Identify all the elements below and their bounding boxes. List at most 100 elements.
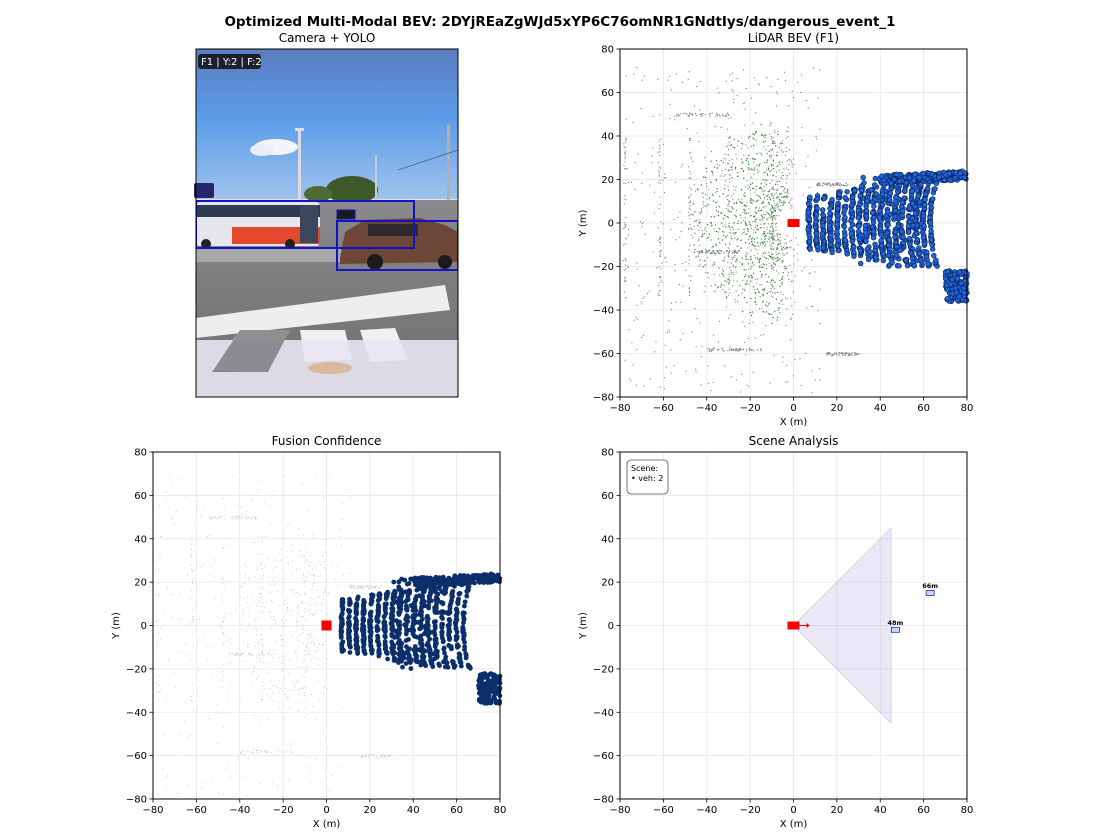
lidar-point-near xyxy=(849,202,855,208)
lidar-point-far xyxy=(660,138,662,140)
lidar-point-far xyxy=(763,190,765,192)
lidar-point-ground xyxy=(724,280,726,282)
lidar-point-far xyxy=(664,257,666,259)
fusion-point-far xyxy=(230,643,232,645)
fusion-point-far xyxy=(374,587,376,589)
lidar-point-far xyxy=(744,284,746,286)
lidar-point-far xyxy=(660,221,662,223)
lidar-point-far xyxy=(652,147,654,149)
lidar-point-far xyxy=(771,235,773,237)
lidar-point-ground xyxy=(756,257,759,259)
lidar-point-ground xyxy=(768,196,771,198)
lidar-point-far xyxy=(703,291,705,293)
fusion-point-far xyxy=(258,601,260,603)
lidar-point-far xyxy=(854,353,856,355)
lidar-point-far xyxy=(668,331,670,333)
lidar-point-far xyxy=(732,193,735,195)
bus-shape xyxy=(196,202,320,249)
fusion-point-far xyxy=(303,586,305,588)
lidar-point-near xyxy=(885,252,892,259)
fusion-point-far xyxy=(186,654,188,656)
lidar-point-near xyxy=(827,205,833,212)
fusion-point-far xyxy=(307,564,309,566)
lidar-point-ground xyxy=(751,262,753,264)
lidar-point-ground xyxy=(704,205,707,207)
lidar-point-far xyxy=(688,71,690,73)
lidar-point-near xyxy=(956,269,963,275)
fusion-point-far xyxy=(304,716,306,718)
lidar-point-far xyxy=(718,274,720,276)
lidar-point-far xyxy=(772,243,774,245)
lidar-point-ground xyxy=(751,276,753,279)
lidar-point-far xyxy=(727,117,729,119)
lidar-point-far xyxy=(784,248,786,250)
lidar-point-ground xyxy=(778,146,780,148)
lidar-point-far xyxy=(708,347,710,350)
lidar-point-far xyxy=(783,151,785,153)
fusion-point-far xyxy=(380,755,382,757)
lidar-point-near xyxy=(871,203,877,209)
lidar-point-near xyxy=(921,223,927,229)
lidar-point-far xyxy=(659,241,662,244)
lidar-point-far xyxy=(793,255,795,257)
lidar-point-far xyxy=(766,212,768,214)
lidar-point-far xyxy=(760,197,762,199)
lidar-point-ground xyxy=(769,170,771,172)
lidar-point-far xyxy=(766,180,768,182)
lidar-point-far xyxy=(755,257,757,259)
lidar-point-far xyxy=(710,150,713,152)
fusion-point-far xyxy=(242,614,244,616)
fusion-point-far xyxy=(295,649,297,651)
lidar-point-near xyxy=(856,223,862,229)
lidar-point-ground xyxy=(750,240,753,243)
fusion-point-far xyxy=(310,642,312,644)
lidar-point-far xyxy=(623,269,625,271)
lidar-point-far xyxy=(735,348,737,351)
lidar-point-ground xyxy=(772,236,774,238)
lidar-point-far xyxy=(789,199,791,201)
lidar-point-near xyxy=(836,191,842,197)
lidar-point-ground xyxy=(743,209,745,211)
fusion-point-far xyxy=(288,659,290,661)
fusion-point-far xyxy=(165,491,167,493)
fusion-point-far xyxy=(241,653,243,655)
lidar-point-far xyxy=(665,261,667,263)
fusion-point-far xyxy=(226,641,228,643)
lidar-point-far xyxy=(744,195,746,197)
lidar-point-far xyxy=(771,252,773,254)
lidar-point-far xyxy=(753,232,755,234)
fusion-point-far xyxy=(286,607,288,609)
lidar-point-far xyxy=(746,180,748,182)
lidar-point-far xyxy=(782,175,784,177)
fusion-point-far xyxy=(317,680,319,682)
lidar-point-ground xyxy=(766,311,768,313)
fusion-point-far xyxy=(243,598,245,600)
fusion-point-far xyxy=(322,566,324,568)
lidar-point-near xyxy=(834,206,841,212)
lidar-point-far xyxy=(748,268,750,270)
fusion-point-far xyxy=(227,637,229,639)
lidar-point-far xyxy=(785,151,787,153)
lidar-point-ground xyxy=(736,202,738,204)
lidar-point-near xyxy=(928,171,935,177)
lidar-point-ground xyxy=(751,158,754,160)
fusion-point-far xyxy=(191,659,193,661)
lidar-point-far xyxy=(770,155,772,157)
lidar-point-far xyxy=(742,219,744,221)
lidar-point-far xyxy=(643,296,645,298)
fusion-point-far xyxy=(210,574,212,576)
lidar-point-ground xyxy=(711,171,713,173)
lidar-point-near xyxy=(872,247,878,254)
lidar-point-far xyxy=(728,222,730,225)
lidar-point-far xyxy=(662,223,664,225)
lidar-point-far xyxy=(838,354,840,356)
lidar-point-far xyxy=(625,238,627,240)
lidar-point-far xyxy=(627,266,629,269)
fusion-point-far xyxy=(256,749,258,751)
lidar-point-far xyxy=(742,321,744,323)
lidar-point-far xyxy=(849,353,851,355)
fusion-point-near xyxy=(440,639,446,645)
fusion-point-far xyxy=(258,643,260,645)
fusion-point-far xyxy=(314,566,316,568)
lidar-point-far xyxy=(711,349,713,351)
